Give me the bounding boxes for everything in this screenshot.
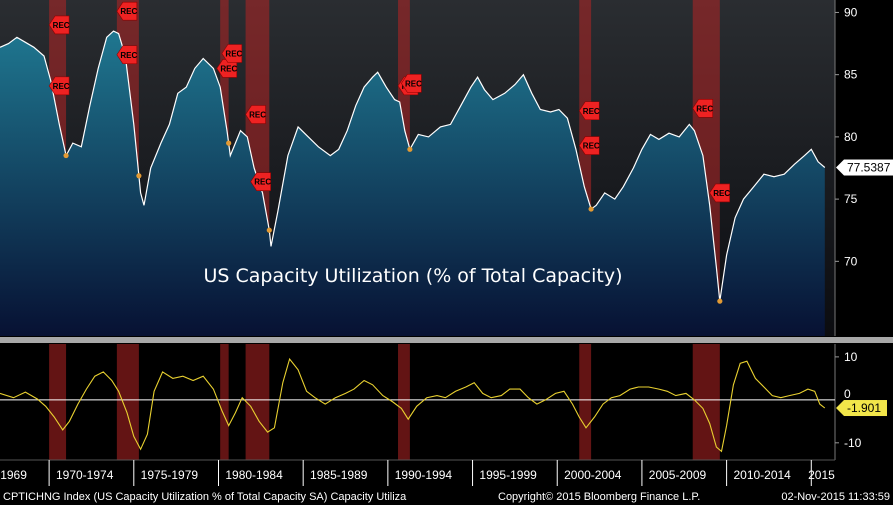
rec-marker-label: REC bbox=[696, 104, 713, 113]
recession-dots bbox=[63, 140, 723, 304]
rec-marker: REC bbox=[578, 136, 600, 155]
lower-y-tick-label: -10 bbox=[844, 436, 862, 450]
rec-marker: REC bbox=[692, 98, 714, 118]
rec-marker: REC bbox=[116, 1, 138, 21]
last-value-lower: -1.901 bbox=[836, 400, 887, 417]
x-tick-label: 1980-1984 bbox=[225, 468, 283, 482]
rec-marker-shape bbox=[709, 183, 730, 203]
rec-marker: REC bbox=[116, 45, 138, 65]
x-tick-label: 1990-1994 bbox=[395, 468, 453, 482]
upper-y-tick-label: 75 bbox=[844, 192, 858, 206]
rec-marker-shape bbox=[48, 15, 70, 35]
upper-y-tick-label: 80 bbox=[844, 130, 858, 144]
rec-marker-label: REC bbox=[583, 142, 600, 151]
last-value-upper-pointer bbox=[836, 159, 844, 176]
recession-end-dot bbox=[136, 173, 142, 179]
x-tick-label: 2000-2004 bbox=[564, 468, 622, 482]
lower-change-line bbox=[0, 357, 826, 453]
recession-band-lower bbox=[398, 344, 410, 460]
x-tick-label: 1969 bbox=[0, 468, 27, 482]
rec-marker-label: REC bbox=[583, 107, 600, 116]
rec-marker: REC bbox=[48, 76, 70, 96]
rec-marker: REC bbox=[250, 172, 271, 191]
capacity-line bbox=[0, 30, 826, 302]
x-tick-label: 2005-2009 bbox=[649, 468, 707, 482]
rec-marker-shape bbox=[578, 136, 600, 155]
rec-marker-shape bbox=[692, 98, 714, 118]
x-tick-label: 1975-1979 bbox=[141, 468, 199, 482]
rec-marker-shape bbox=[250, 172, 271, 191]
recession-band-lower bbox=[220, 344, 229, 460]
x-tick-label: 2010-2014 bbox=[733, 468, 791, 482]
rec-marker: REC bbox=[401, 74, 422, 93]
footer-copyright: Copyright© 2015 Bloomberg Finance L.P. bbox=[498, 491, 700, 503]
rec-marker-label: REC bbox=[249, 110, 266, 119]
footer-timestamp: 02-Nov-2015 11:33:59 bbox=[781, 491, 890, 503]
recession-band-lower bbox=[49, 344, 67, 460]
rec-marker-shape bbox=[48, 76, 70, 96]
upper-y-tick-label: 70 bbox=[844, 254, 858, 268]
rec-marker-label: REC bbox=[405, 79, 422, 88]
capacity-area bbox=[0, 31, 825, 336]
rec-marker-shape bbox=[578, 101, 600, 121]
x-tick-label: 2015 bbox=[808, 468, 835, 482]
rec-marker: REC bbox=[245, 105, 266, 124]
rec-marker: REC bbox=[221, 44, 243, 63]
recession-end-dot bbox=[717, 298, 723, 304]
rec-marker-label: REC bbox=[53, 21, 70, 30]
rec-marker-shape bbox=[116, 45, 138, 65]
lower-y-axis: 10 -10 bbox=[835, 350, 862, 450]
rec-marker-label: REC bbox=[53, 82, 70, 91]
upper-y-tick-label: 85 bbox=[844, 68, 858, 82]
recession-end-dot bbox=[407, 146, 413, 152]
rec-marker: REC bbox=[709, 183, 730, 203]
rec-marker-label: REC bbox=[713, 189, 730, 198]
rec-marker-label: REC bbox=[120, 51, 137, 60]
rec-marker: REC bbox=[48, 15, 70, 35]
rec-marker-label: REC bbox=[225, 50, 242, 59]
rec-marker-shape bbox=[216, 59, 238, 78]
rec-marker-shape bbox=[116, 1, 138, 21]
recession-end-dot bbox=[266, 227, 272, 233]
panel-divider bbox=[0, 337, 893, 343]
last-value-upper: 77.5387 bbox=[836, 159, 893, 176]
last-value-upper-label: 77.5387 bbox=[847, 161, 891, 175]
rec-marker-label: REC bbox=[120, 7, 137, 16]
rec-marker-label: REC bbox=[220, 64, 237, 73]
recession-end-dot bbox=[588, 206, 594, 212]
x-tick-label: 1970-1974 bbox=[56, 468, 114, 482]
recession-band-lower bbox=[116, 344, 139, 460]
last-value-lower-box bbox=[844, 400, 887, 417]
rec-marker-shape bbox=[401, 74, 422, 93]
recession-band-lower bbox=[245, 344, 270, 460]
rec-marker-shape bbox=[221, 44, 243, 63]
upper-y-axis: 70 75 80 85 90 bbox=[835, 5, 858, 268]
recession-end-dot bbox=[63, 152, 69, 159]
last-value-lower-label: -1.901 bbox=[847, 401, 881, 415]
footer-ticker: CPTICHNG Index (US Capacity Utilization … bbox=[3, 491, 407, 503]
last-value-upper-box bbox=[844, 159, 893, 176]
rec-markers: RECRECRECRECRECRECRECRECRECRECRECRECRECR… bbox=[48, 1, 730, 203]
recession-end-dot bbox=[226, 140, 232, 146]
lower-y-tick-zero: 0 bbox=[844, 387, 851, 401]
last-value-lower-pointer bbox=[836, 400, 844, 417]
rec-marker-label: REC bbox=[254, 178, 271, 187]
x-tick-label: 1985-1989 bbox=[310, 468, 368, 482]
x-tick-label: 1995-1999 bbox=[479, 468, 537, 482]
lower-y-tick-label: 10 bbox=[844, 350, 858, 364]
recession-band-lower bbox=[579, 344, 592, 460]
rec-marker: REC bbox=[578, 101, 600, 121]
rec-marker: REC bbox=[216, 59, 238, 78]
chart-title: US Capacity Utilization (% of Total Capa… bbox=[203, 265, 622, 287]
upper-y-tick-label: 90 bbox=[844, 5, 858, 19]
rec-marker-shape bbox=[245, 105, 266, 124]
x-axis: 1969 1970-1974 1975-1979 1980-1984 1985-1989… bbox=[0, 460, 835, 486]
recession-band bbox=[579, 0, 592, 336]
